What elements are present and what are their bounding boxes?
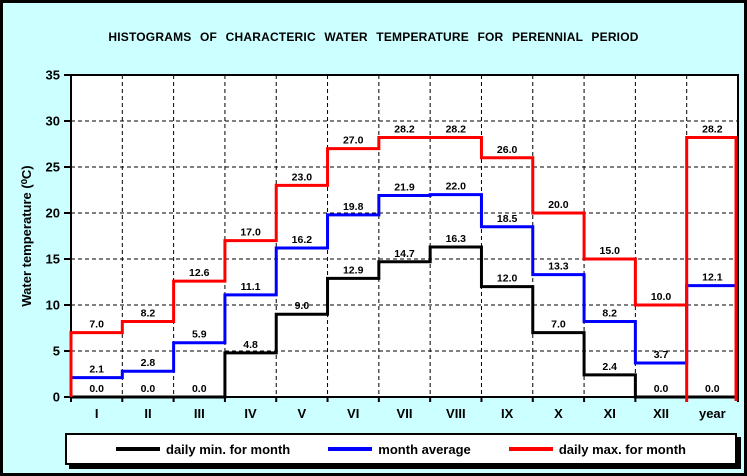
legend-item-daily-max: daily max. for month <box>508 441 686 457</box>
value-label: 28.2 <box>702 124 723 136</box>
y-tick-label: 35 <box>46 68 60 83</box>
value-label: 17.0 <box>240 227 261 239</box>
value-label: 20.0 <box>548 199 569 211</box>
legend-label-daily-max: daily max. for month <box>558 441 686 457</box>
x-tick-label: XI <box>604 406 616 421</box>
value-label: 27.0 <box>343 135 364 147</box>
x-tick-label: III <box>194 406 205 421</box>
value-label: 12.1 <box>702 272 723 284</box>
x-tick-label: V <box>298 406 307 421</box>
value-label: 16.2 <box>292 234 313 246</box>
value-label: 9.0 <box>295 300 310 312</box>
y-tick-label: 5 <box>53 344 60 359</box>
x-tick-label: I <box>95 406 99 421</box>
value-label: 8.2 <box>141 308 156 320</box>
y-tick-label: 30 <box>46 114 60 129</box>
value-label: 22.0 <box>446 181 467 193</box>
series-daily-min-line <box>71 245 738 399</box>
value-label: 2.4 <box>602 361 617 373</box>
y-tick-label: 15 <box>46 252 60 267</box>
x-tick-label: VII <box>397 406 413 421</box>
chart-title: HISTOGRAMS OF CHARACTERIC WATER TEMPERAT… <box>108 30 639 44</box>
y-tick-label: 10 <box>46 298 60 313</box>
value-label: 0.0 <box>654 383 669 395</box>
legend-item-daily-min: daily min. for month <box>116 442 290 457</box>
legend-label-month-average: month average <box>378 441 471 457</box>
value-label: 11.1 <box>241 281 261 293</box>
value-label: 18.5 <box>497 213 518 225</box>
x-tick-label: VIII <box>446 406 466 421</box>
value-label: 8.2 <box>602 308 617 320</box>
value-label: 2.1 <box>89 364 104 376</box>
value-label: 16.3 <box>446 233 467 245</box>
value-label: 2.8 <box>141 357 156 369</box>
value-label: 0.0 <box>192 383 207 395</box>
value-label: 3.7 <box>654 349 669 361</box>
value-label: 23.0 <box>292 171 313 183</box>
value-label: 19.8 <box>343 201 364 213</box>
x-tick-label: year <box>699 406 726 421</box>
month-average-line-swatch <box>328 447 373 451</box>
value-label: 13.3 <box>548 261 569 273</box>
value-label: 26.0 <box>497 144 518 156</box>
value-label: 4.8 <box>243 339 258 351</box>
legend-label-daily-min: daily min. for month <box>166 441 291 457</box>
y-tick-label: 0 <box>53 390 60 405</box>
value-label: 28.2 <box>446 124 467 136</box>
daily-max-line-swatch <box>508 447 553 451</box>
series-daily-max-line <box>69 136 738 402</box>
daily-min-line-swatch <box>116 447 161 451</box>
legend: daily min. for month month average daily… <box>65 433 737 465</box>
value-label: 14.7 <box>394 248 415 260</box>
value-label: 7.0 <box>89 319 104 331</box>
value-label: 28.2 <box>394 124 415 136</box>
x-tick-label: IV <box>244 406 257 421</box>
value-label: 0.0 <box>89 383 104 395</box>
x-tick-label: VI <box>347 406 359 421</box>
value-label: 12.6 <box>189 267 210 279</box>
x-tick-label: II <box>144 406 151 421</box>
value-label: 12.0 <box>497 273 518 285</box>
x-tick-label: XII <box>653 406 669 421</box>
x-tick-label: X <box>554 406 563 421</box>
series-month-average-line <box>71 193 738 380</box>
y-tick-label: 25 <box>46 160 60 175</box>
y-tick-label: 20 <box>46 206 60 221</box>
value-label: 10.0 <box>651 291 672 303</box>
value-label: 15.0 <box>600 245 621 257</box>
value-label: 12.9 <box>343 264 364 276</box>
value-label: 7.0 <box>551 319 566 331</box>
x-tick-label: IX <box>501 406 514 421</box>
legend-item-month-average: month average <box>328 441 471 457</box>
value-label: 0.0 <box>705 383 720 395</box>
value-label: 5.9 <box>192 329 207 341</box>
value-label: 0.0 <box>141 383 156 395</box>
value-label: 21.9 <box>394 182 415 194</box>
